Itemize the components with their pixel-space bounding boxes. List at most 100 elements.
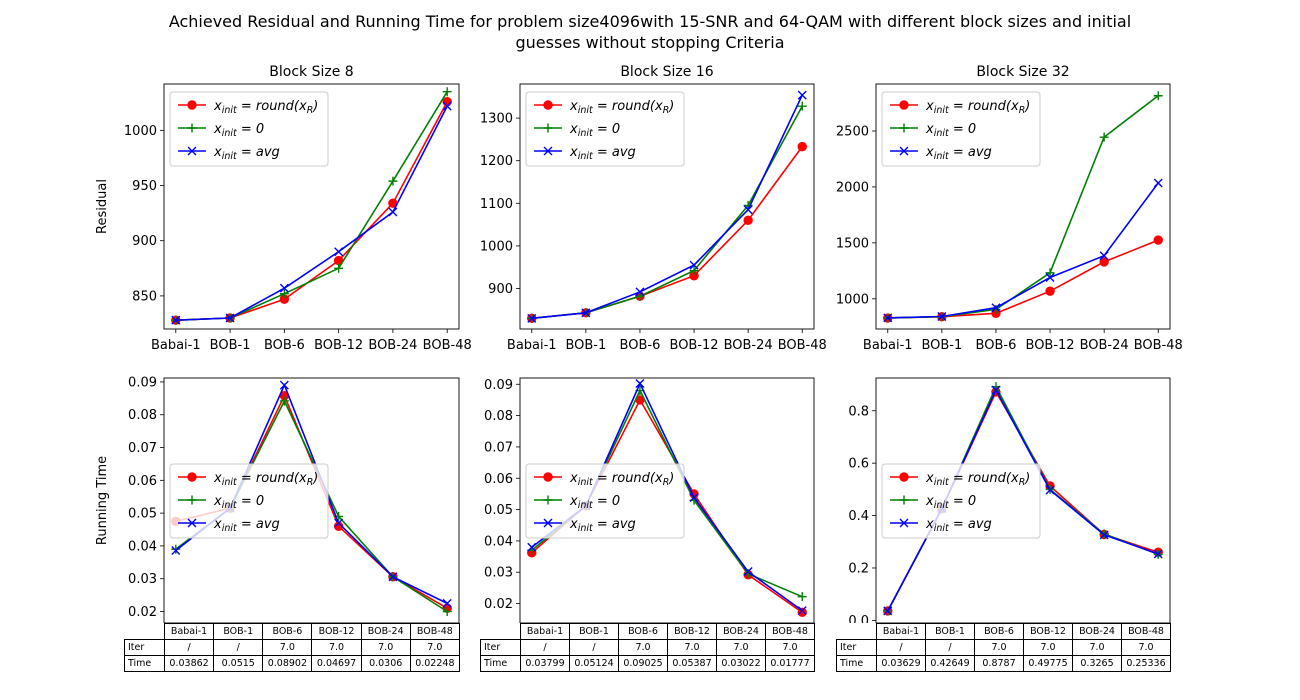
table-cell: Babai-1	[163, 623, 215, 640]
subplot-title: Block Size 16	[620, 64, 713, 80]
legend-item: xinit = avg	[178, 517, 280, 534]
table-row-label: Iter	[124, 639, 165, 656]
data-point	[1099, 132, 1109, 142]
axes-frame	[875, 83, 1171, 330]
y-tick-label: 0.07	[484, 440, 513, 455]
legend-marker	[543, 146, 553, 156]
table-cell: BOB-12	[1023, 623, 1073, 640]
table-cell: /	[163, 639, 215, 656]
legend-item: xinit = 0	[890, 494, 976, 511]
data-point	[1153, 91, 1163, 101]
series-line	[175, 105, 448, 321]
y-tick-label: 1200	[480, 154, 513, 169]
y-tick-label: 900	[132, 234, 157, 249]
table-corner	[481, 624, 521, 640]
legend-marker	[899, 100, 909, 110]
figure-title-line-1: Achieved Residual and Running Time for p…	[168, 12, 1132, 31]
data-point	[743, 215, 753, 226]
table-cell: 7.0	[1121, 639, 1171, 656]
legend-marker	[543, 472, 553, 482]
table-cell: 7.0	[409, 639, 460, 656]
legend-marker	[899, 518, 909, 528]
y-tick-label: 0.07	[128, 441, 157, 456]
legend-item: xinit = avg	[890, 517, 992, 534]
legend-item: xinit = round(xR)	[178, 471, 318, 488]
data-point	[689, 260, 699, 270]
legend-item: xinit = round(xR)	[178, 99, 318, 116]
y-tick-label: 0.8	[848, 404, 869, 419]
data-table: Babai-1 BOB-1 BOB-6 BOB-12 BOB-24 BOB-48 Iter /…	[480, 623, 815, 672]
y-tick-label: 2500	[836, 124, 869, 139]
table-cell: BOB-48	[765, 623, 815, 640]
table-cell: 0.25336	[1121, 655, 1171, 672]
x-tick-label: Babai-1	[507, 338, 557, 353]
table-row-label: Time	[124, 655, 165, 672]
x-tick-label: BOB-12	[1026, 338, 1075, 353]
data-point	[388, 207, 398, 217]
data-point	[171, 315, 181, 325]
table-corner	[125, 624, 165, 640]
data-point	[1045, 273, 1055, 283]
series-line	[531, 146, 803, 320]
table-cell: BOB-6	[262, 623, 313, 640]
data-point	[279, 396, 289, 406]
y-tick-label: 900	[488, 282, 513, 297]
table-cell: 0.08902	[262, 655, 313, 672]
table-cell: BOB-48	[409, 623, 460, 640]
table-cell: BOB-1	[213, 623, 264, 640]
data-point	[1099, 530, 1109, 540]
legend-frame	[169, 463, 329, 539]
data-point	[797, 90, 807, 100]
x-tick-label: Babai-1	[151, 338, 201, 353]
y-tick-label: 0.2	[848, 561, 869, 576]
subplot-1: 850 900 950 1000 Babai-1 BOB-1 BOB-6 BOB-12 BOB-…	[95, 64, 472, 353]
x-tick-label: BOB-12	[670, 338, 719, 353]
subplot-5: 0.02 0.03 0.04 0.05 0.06 0.07 0.08 0.09 xinit = …	[484, 377, 815, 627]
y-tick-label: 0.04	[128, 539, 157, 554]
table-cell: 0.0515	[213, 655, 264, 672]
y-tick-label: 0.02	[128, 605, 157, 620]
x-tick-label: BOB-48	[1134, 338, 1183, 353]
data-point	[442, 598, 452, 608]
data-point	[225, 313, 235, 323]
table-cell: 0.42649	[925, 655, 975, 672]
table-cell: 7.0	[262, 639, 313, 656]
data-point	[883, 606, 893, 616]
table-row-iter: Iter //7.0 7.0 7.0 7.0	[480, 639, 815, 656]
data-point	[1045, 485, 1055, 495]
table-cell: /	[876, 639, 926, 656]
legend: xinit = round(xR) xinit = 0 xinit = avg	[881, 463, 1041, 539]
y-tick-label: 1000	[480, 239, 513, 254]
data-point	[991, 303, 1001, 313]
legend-item: xinit = 0	[890, 122, 976, 139]
legend-item: xinit = round(xR)	[534, 99, 674, 116]
y-tick-label: 1000	[124, 124, 157, 139]
y-tick-label: 0.06	[128, 474, 157, 489]
y-tick-label: 0.08	[128, 408, 157, 423]
legend-marker	[187, 100, 197, 110]
x-tick-label: BOB-6	[264, 338, 305, 353]
data-point	[442, 101, 452, 111]
legend-label: xinit = round(xR)	[925, 471, 1030, 488]
legend-frame	[525, 91, 685, 167]
legend-label: xinit = avg	[213, 145, 280, 162]
data-point	[635, 287, 645, 297]
legend-item: xinit = avg	[178, 145, 280, 162]
legend-label: xinit = round(xR)	[569, 99, 674, 116]
y-tick-label: 1500	[836, 236, 869, 251]
table-cell: 0.3265	[1072, 655, 1122, 672]
data-point	[991, 304, 1001, 314]
table-cell: BOB-24	[716, 623, 766, 640]
table-row-label: Iter	[836, 639, 877, 656]
data-point	[527, 542, 537, 552]
subplot-2: 900 1000 1100 1200 1300 Babai-1 BOB-1 BOB-6 BOB-…	[480, 64, 827, 353]
table-cell: 7.0	[1023, 639, 1073, 656]
table-cell: 0.8787	[974, 655, 1024, 672]
data-point	[442, 96, 452, 107]
table-cell: 0.49775	[1023, 655, 1073, 672]
legend-marker	[187, 495, 197, 505]
y-tick-label: 0.4	[848, 509, 869, 524]
y-tick-label: 1300	[480, 112, 513, 127]
y-tick-label: 0.09	[484, 378, 513, 393]
